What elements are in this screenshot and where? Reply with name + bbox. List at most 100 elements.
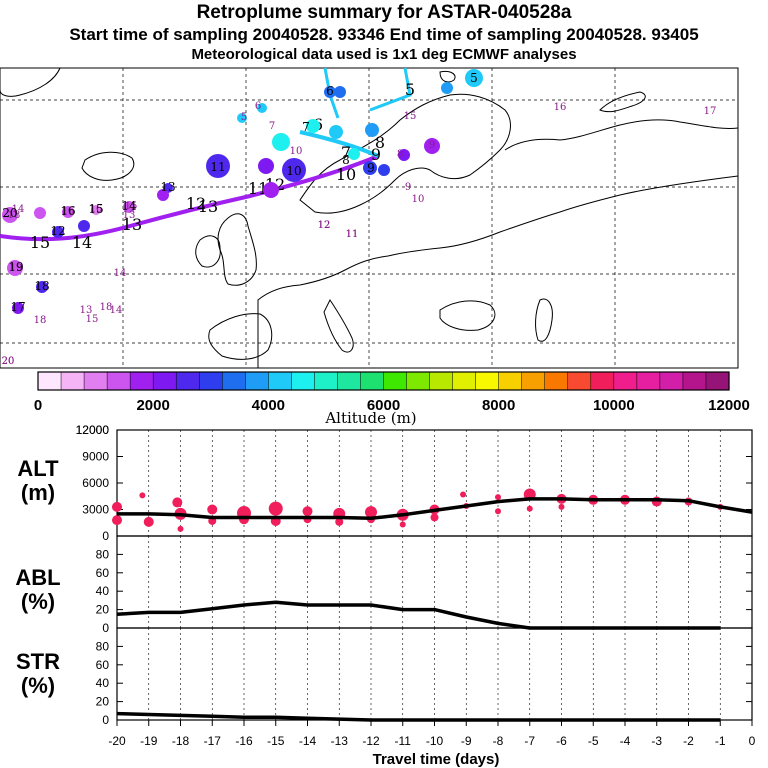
colorbar-swatch [383,371,408,391]
cluster-day-label: 13 [160,180,175,194]
altitude-scatter-point [112,501,122,512]
x-tick-label: 0 [749,734,756,748]
y-tick-label: 12000 [76,423,110,437]
cluster-marker [282,158,306,182]
altitude-scatter-point [172,497,183,508]
cluster-marker [2,207,18,223]
colorbar-swatch [429,371,454,391]
cluster-age-label: 15 [86,314,99,325]
cluster-day-label: 15 [88,202,103,216]
y-tick-label: 20 [96,603,110,617]
series-line-str [116,711,721,722]
cluster-marker [91,205,101,215]
y-tick-label: 0 [102,621,109,635]
cluster-marker [272,133,290,151]
cluster-age-label: 9 [405,182,411,193]
chart-title: Retroplume summary for ASTAR-040528a [196,2,572,23]
x-tick-label: -8 [493,734,504,748]
x-tick-label: -1 [715,734,726,748]
colorbar-swatch [498,371,523,391]
alt-unit: (m) [21,480,55,505]
trajectory-day-label: 10 [336,165,356,184]
cluster-age-label: 12 [318,220,331,231]
cluster-age-label: 12 [318,220,331,231]
cluster-marker [206,154,230,178]
coastlines [0,67,739,369]
colorbar-tick-label: 12000 [708,397,750,414]
met-data-note: Meteorological data used is 1x1 deg ECMW… [191,46,577,63]
trajectory-line: 151413121312111098765 [0,67,415,252]
trajectory-map: 151413121312111098765 201918181616151413… [0,67,739,369]
x-tick-label: -16 [235,734,253,748]
alt-label: ALT [17,456,59,481]
abl-unit: (%) [21,589,55,614]
colorbar-swatch [60,371,85,391]
x-tick-label: -5 [588,734,599,748]
trajectory-day-label: 13 [122,215,142,234]
colorbar-tick-label: 2000 [136,397,169,414]
str-unit: (%) [21,673,55,698]
cluster-age-label: 16 [62,206,75,217]
cluster-age-label: 16 [90,204,103,215]
colorbar-swatch [544,371,569,391]
cluster-marker [334,86,346,98]
colorbar-swatch [175,371,200,391]
cluster-age-label: 17 [704,106,717,117]
altitude-scatter-point [177,525,184,532]
trajectory-day-label: 5 [405,80,415,99]
y-tick-label: 60 [96,658,110,672]
trajectory-day-label: 11 [248,179,268,198]
colorbar-swatch [636,371,661,391]
y-tick-label: 40 [96,584,110,598]
colorbar-swatch [567,371,592,391]
cluster-age-label: 14 [110,305,123,316]
cluster-marker [398,149,410,161]
cluster-marker [363,161,377,175]
colorbar-tick-label: 4000 [252,397,285,414]
cluster-day-label: 9 [367,161,375,175]
altitude-scatter-point [268,501,283,516]
colorbar-swatch [406,371,431,391]
colorbar-swatch [37,371,62,391]
cluster-age-label: 15 [125,201,138,212]
cluster-day-label: 8 [342,153,350,167]
cluster-age-label: 18 [8,210,21,221]
altitude-colorbar: 0 2000 4000 6000 8000 10000 12000 [34,371,750,414]
cluster-day-label: 18 [34,279,49,293]
altitude-scatter-point [495,494,501,501]
colorbar-label: Altitude (m) [324,409,416,427]
colorbar-swatch [337,371,362,391]
cluster-age-label: 16 [554,102,567,113]
cluster-age-label: 14 [114,268,127,279]
colorbar-swatch [360,371,385,391]
colorbar-swatch [613,371,638,391]
cluster-age-label: 13 [123,210,136,221]
series-line-abl [116,600,721,630]
cluster-marker [365,123,379,137]
cluster-marker [52,226,64,238]
colorbar-swatch [314,371,338,391]
altitude-scatter-point [139,492,146,499]
x-tick-label: -13 [331,734,349,748]
colorbar-tick-label: 10000 [593,397,635,414]
cluster-age-label: 9 [429,140,435,151]
cluster-age-label: 14 [12,204,25,215]
colorbar-swatch [705,371,730,391]
trajectory-day-label: 14 [72,233,92,252]
cluster-age-label: 11 [346,229,359,240]
cluster-marker [324,86,336,98]
altitude-scatter-point [143,516,154,527]
cluster-marker [306,119,320,133]
cluster-marker [424,138,440,154]
cluster-day-label: 19 [8,260,23,274]
cluster-day-label: 20 [2,206,17,220]
cluster-marker [34,207,46,219]
series-line-alt [117,497,753,521]
colorbar-tick-label: 6000 [367,397,400,414]
cluster-marker [441,82,453,94]
cluster-marker [237,113,247,123]
trajectory-day-label: 12 [186,194,206,213]
x-tick-label: -20 [108,734,126,748]
cluster-age-label: 10 [412,194,425,205]
